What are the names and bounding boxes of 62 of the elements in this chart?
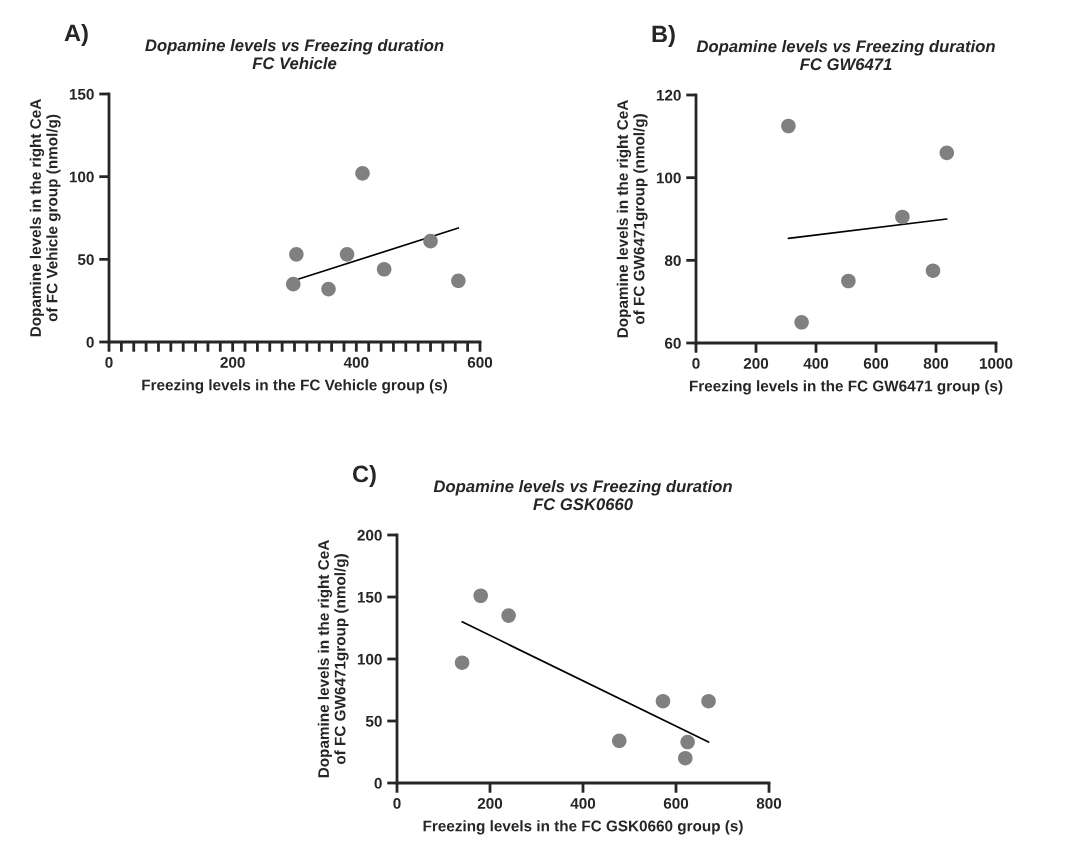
x-axis-title: Freezing levels in the FC GSK0660 group (s) — [423, 820, 743, 835]
point — [841, 273, 856, 289]
y-tick-label: 0 — [86, 336, 94, 348]
y-tick-label: 80 — [664, 255, 681, 267]
x-tick-label: 600 — [663, 797, 689, 809]
y-tick-label: 50 — [77, 254, 94, 266]
chart-title: Dopamine levels vs Freezing duration FC GW6471 — [696, 39, 995, 71]
x-tick-label: 400 — [570, 797, 596, 809]
point — [939, 145, 955, 161]
point — [289, 247, 304, 262]
point — [376, 261, 392, 277]
point — [473, 588, 488, 604]
point — [451, 273, 466, 289]
x-tick-label: 0 — [393, 797, 401, 809]
x-tick-label: 0 — [105, 356, 113, 368]
point — [794, 315, 809, 330]
point — [611, 733, 627, 749]
x-tick-label: 200 — [477, 797, 503, 809]
x-axis-title: Freezing levels in the FC Vehicle group (s) — [142, 379, 447, 394]
y-tick-label: 100 — [69, 171, 94, 183]
point — [423, 233, 438, 249]
point — [655, 693, 671, 709]
chart-title: Dopamine levels vs Freezing duration FC GSK0660 — [433, 479, 732, 511]
y-tick-label: 150 — [357, 591, 382, 603]
text: B) — [652, 25, 675, 48]
point — [680, 734, 695, 750]
point — [678, 750, 693, 766]
y-tick-label: 200 — [357, 529, 382, 541]
y-tick-label: 100 — [656, 172, 681, 184]
point — [355, 166, 370, 181]
point — [701, 693, 716, 709]
x-tick-label: 600 — [467, 356, 493, 368]
x-tick-label: 400 — [803, 357, 829, 369]
x-tick-label: 800 — [923, 357, 949, 369]
point — [895, 209, 910, 225]
y-axis-title: Dopamine levels in the right CeA of FC GW6471group (nmol/g) — [616, 100, 648, 338]
point — [454, 655, 470, 670]
x-tick-label: 200 — [743, 357, 769, 369]
y-tick-label: 120 — [656, 89, 681, 101]
point — [781, 118, 796, 134]
text: C) — [352, 465, 376, 488]
text: A) — [64, 24, 88, 47]
point — [321, 281, 336, 297]
y-tick-label: 100 — [357, 653, 382, 665]
point — [925, 263, 941, 278]
x-tick-label: 600 — [863, 357, 889, 369]
y-tick-label: 0 — [374, 777, 382, 789]
x-tick-label: 1000 — [979, 357, 1013, 369]
y-tick-label: 60 — [664, 337, 681, 349]
x-axis-title: Freezing levels in the FC GW6471 group (s) — [689, 380, 1003, 395]
point — [339, 247, 355, 262]
chart-title: Dopamine levels vs Freezing duration FC Vehicle — [145, 38, 444, 70]
y-tick-label: 150 — [69, 88, 94, 100]
x-tick-label: 400 — [343, 356, 369, 368]
x-tick-label: 800 — [756, 797, 782, 809]
y-axis-title: Dopamine levels in the right CeA of FC GW6471group (nmol/g) — [317, 540, 349, 778]
point — [501, 608, 516, 623]
x-tick-label: 200 — [220, 356, 245, 368]
point — [285, 276, 301, 292]
y-tick-label: 50 — [365, 715, 382, 727]
y-axis-title: Dopamine levels in the right CeA of FC Vehicle group (nmol/g) — [29, 99, 61, 337]
x-tick-label: 0 — [692, 357, 700, 369]
